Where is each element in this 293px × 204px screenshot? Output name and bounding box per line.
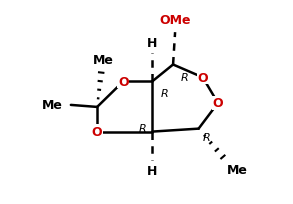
- Text: Me: Me: [227, 163, 248, 176]
- Text: O: O: [213, 97, 223, 110]
- Text: H: H: [147, 37, 158, 50]
- Text: O: O: [92, 125, 103, 138]
- Text: Me: Me: [42, 99, 63, 112]
- Text: O: O: [118, 75, 129, 88]
- Text: OMe: OMe: [159, 14, 191, 27]
- Text: R: R: [161, 89, 168, 99]
- Text: Me: Me: [93, 54, 114, 67]
- Text: R: R: [181, 72, 189, 82]
- Text: O: O: [197, 71, 208, 84]
- Text: R: R: [203, 132, 210, 142]
- Text: H: H: [147, 164, 158, 177]
- Text: R: R: [138, 123, 146, 133]
